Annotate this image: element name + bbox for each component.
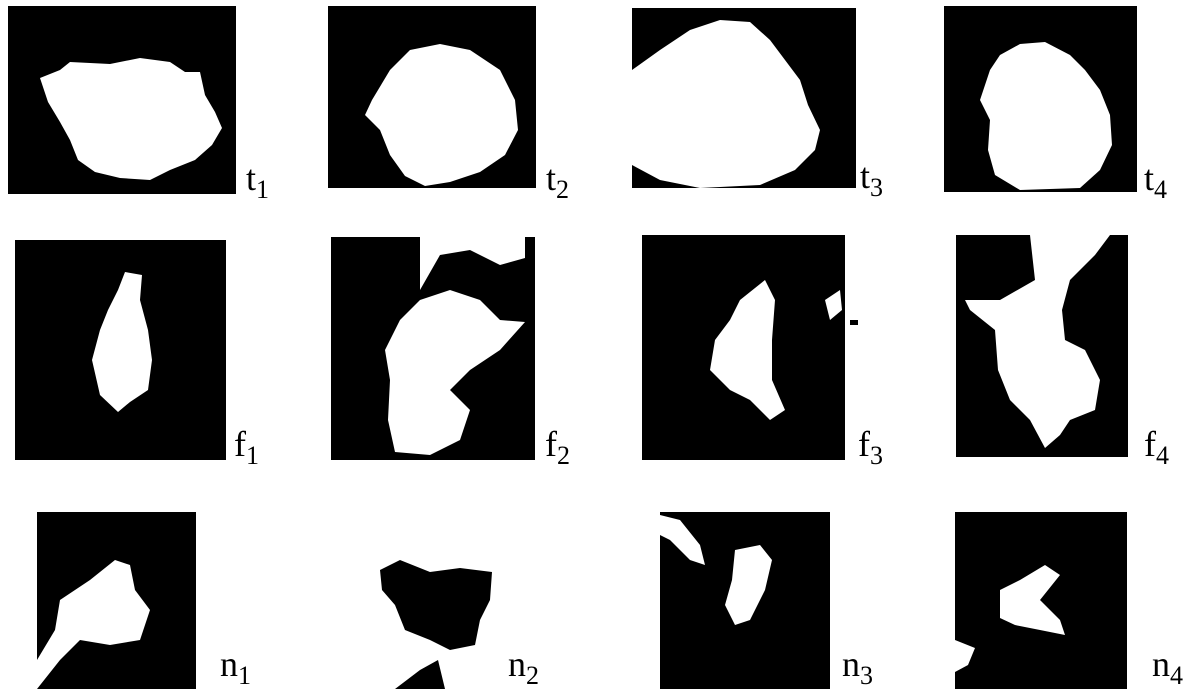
label-subscript: 1 — [238, 661, 251, 689]
panel-n3 — [660, 512, 830, 689]
label-subscript: 3 — [870, 441, 883, 470]
label-letter: f — [1144, 424, 1156, 464]
mask-blob — [380, 560, 492, 689]
panel-label: n4 — [1152, 644, 1183, 689]
panel-label: t1 — [246, 158, 269, 204]
panel-t3 — [632, 8, 856, 188]
figure: t1t2t3t4f1f2f3f4n1n2n3n4 — [0, 0, 1193, 689]
label-letter: n — [220, 644, 238, 684]
label-subscript: 3 — [870, 173, 883, 202]
label-subscript: 4 — [1154, 175, 1167, 204]
label-letter: n — [1152, 644, 1170, 684]
panel-n1 — [37, 512, 196, 689]
label-subscript: 4 — [1170, 661, 1183, 689]
label-letter: n — [508, 644, 526, 684]
panel-label: t3 — [860, 156, 883, 202]
panel-f3 — [642, 235, 858, 460]
panel-label: f4 — [1144, 424, 1169, 470]
label-subscript: 3 — [860, 661, 873, 689]
panel-t1 — [8, 6, 236, 194]
label-letter: f — [858, 424, 870, 464]
label-subscript: 1 — [246, 441, 259, 470]
mark — [850, 320, 858, 325]
label-letter: f — [234, 424, 246, 464]
label-subscript: 4 — [1156, 441, 1169, 470]
label-subscript: 2 — [526, 661, 539, 689]
panel-f4 — [956, 235, 1128, 457]
label-subscript: 1 — [256, 175, 269, 204]
panel-f2 — [331, 237, 535, 460]
label-subscript: 2 — [557, 441, 570, 470]
panel-n4 — [955, 512, 1127, 689]
label-letter: t — [1144, 158, 1154, 198]
panel-label: f1 — [234, 424, 259, 470]
mask-background — [955, 512, 1127, 689]
label-letter: t — [860, 156, 870, 196]
panel-label: f3 — [858, 424, 883, 470]
panel-label: f2 — [545, 424, 570, 470]
label-subscript: 2 — [556, 175, 569, 204]
label-letter: f — [545, 424, 557, 464]
panel-label: t2 — [546, 158, 569, 204]
panel-label: t4 — [1144, 158, 1167, 204]
panel-label: n1 — [220, 644, 251, 689]
label-letter: n — [842, 644, 860, 684]
panel-label: n2 — [508, 644, 539, 689]
label-letter: t — [246, 158, 256, 198]
panel-f1 — [15, 240, 226, 460]
panel-t2 — [328, 6, 536, 188]
panel-label: n3 — [842, 644, 873, 689]
panel-t4 — [944, 6, 1137, 192]
label-letter: t — [546, 158, 556, 198]
panel-n2 — [380, 560, 492, 689]
